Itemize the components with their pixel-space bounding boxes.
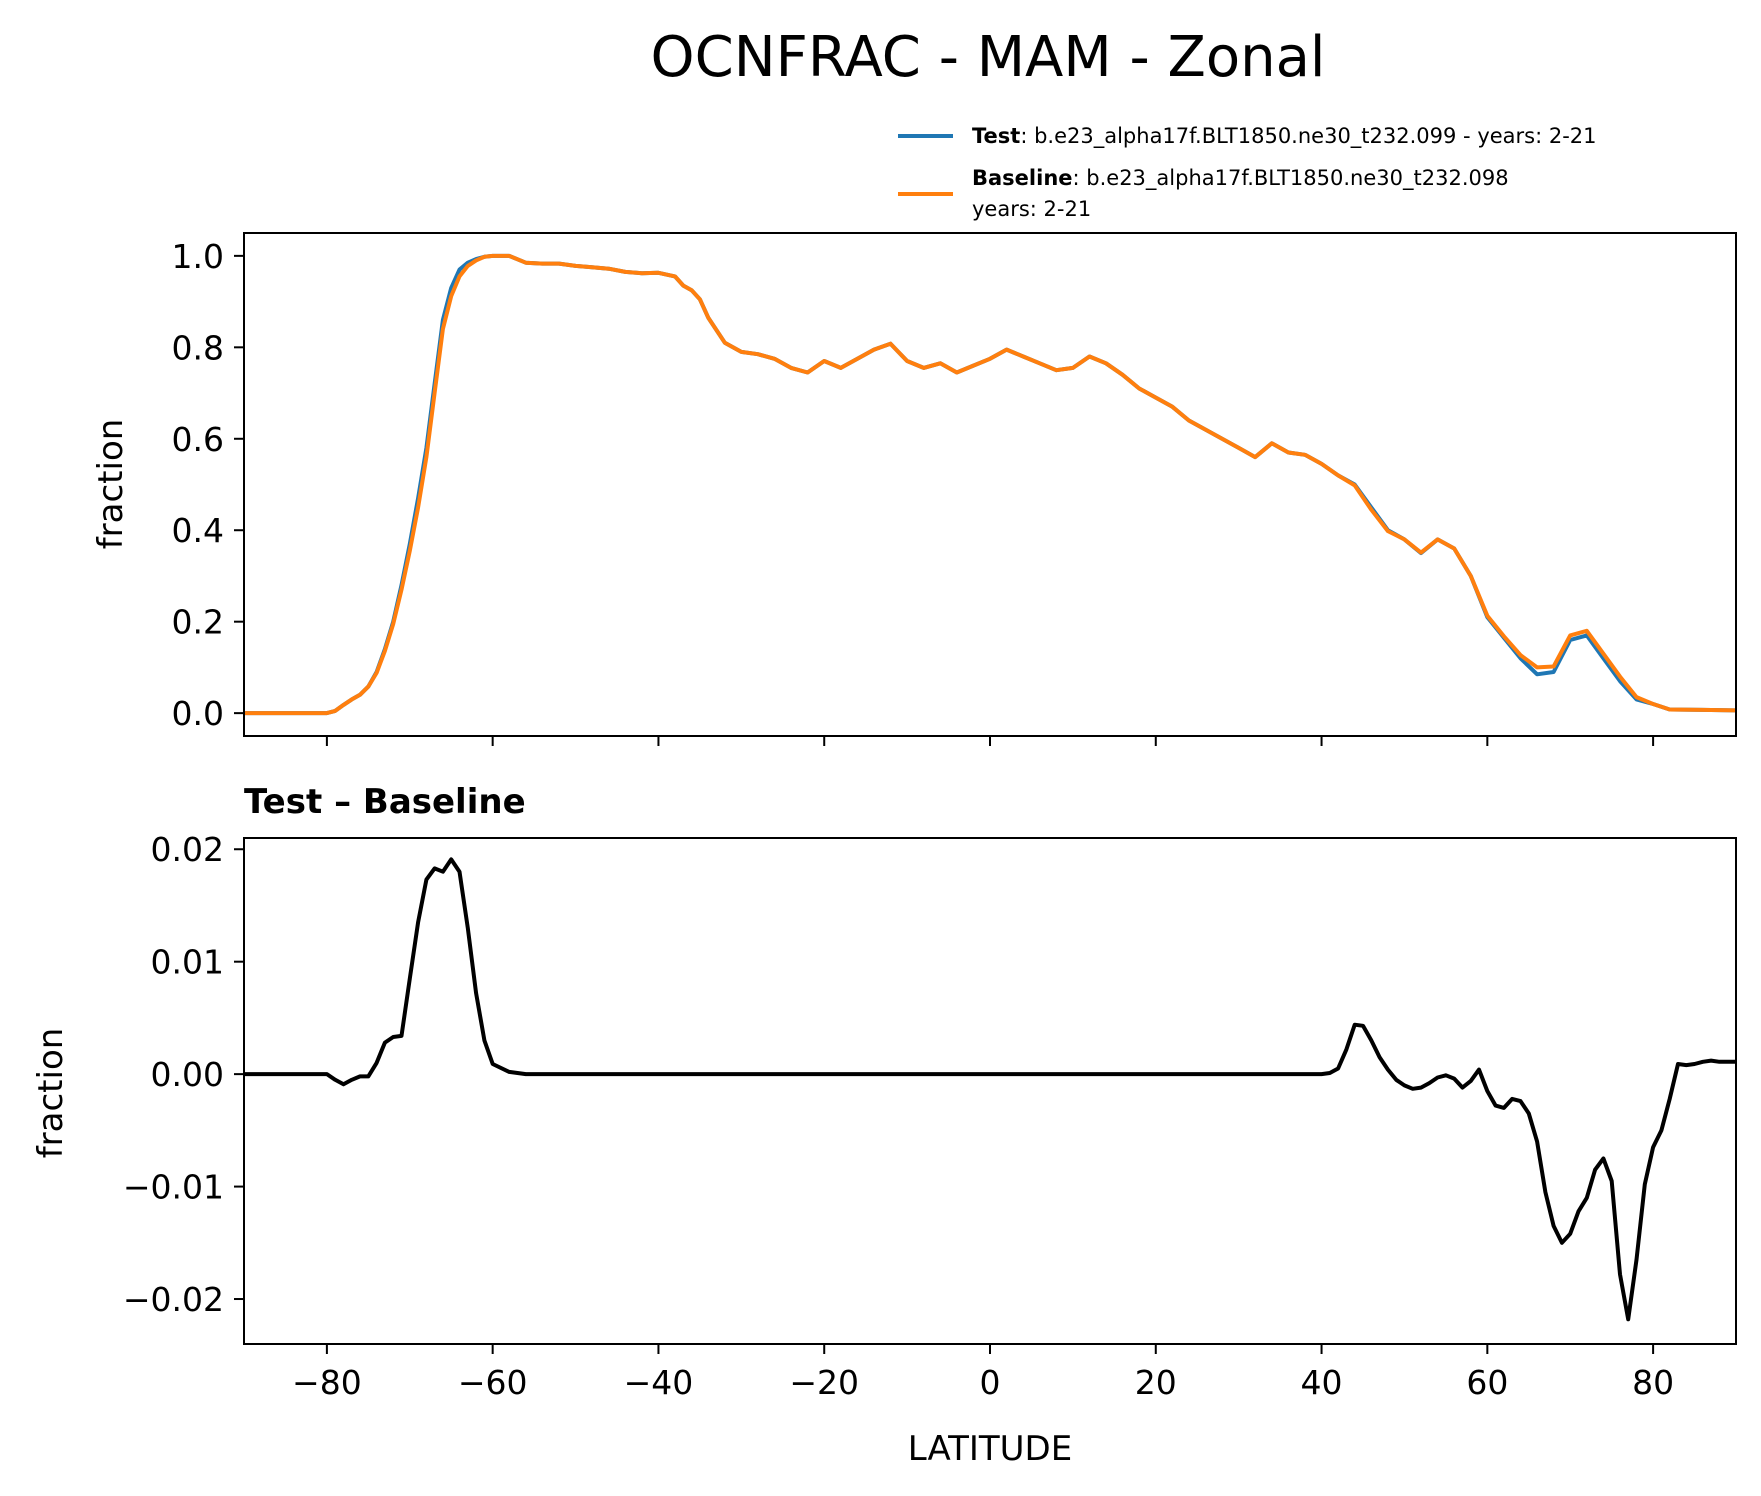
bottom-y-tick-label: −0.01 bbox=[123, 1168, 224, 1207]
bottom-y-tick-label: 0.01 bbox=[151, 943, 224, 982]
main-title: OCNFRAC - MAM - Zonal bbox=[651, 25, 1326, 90]
bottom-plot-frame bbox=[243, 837, 1737, 1345]
top-y-tick-label: 0.2 bbox=[172, 603, 224, 642]
bottom-y-tick-label: 0.00 bbox=[151, 1055, 224, 1094]
x-axis-label: LATITUDE bbox=[908, 1429, 1072, 1469]
bottom-x-tick-label: −60 bbox=[458, 1363, 528, 1402]
top-y-tick-label: 0.4 bbox=[172, 511, 224, 550]
bottom-panel-title: Test – Baseline bbox=[244, 782, 526, 822]
legend-desc-baseline: : b.e23_alpha17f.BLT1850.ne30_t232.098 bbox=[1073, 166, 1509, 191]
top-y-tick-label: 0.6 bbox=[172, 420, 224, 459]
bottom-series-line-difference bbox=[244, 857, 1736, 1322]
bottom-x-tick-label: 60 bbox=[1466, 1363, 1508, 1402]
bottom-x-tick-label: −20 bbox=[789, 1363, 859, 1402]
top-y-tick-label: 0.0 bbox=[172, 694, 224, 733]
bottom-x-tick-label: −80 bbox=[292, 1363, 362, 1402]
top-series-group bbox=[244, 253, 1736, 716]
legend: Test: b.e23_alpha17f.BLT1850.ne30_t232.0… bbox=[898, 124, 1597, 221]
bottom-y-tick-label: 0.02 bbox=[151, 830, 224, 869]
bottom-series-group bbox=[244, 857, 1736, 1322]
bottom-x-tick-label: 20 bbox=[1135, 1363, 1177, 1402]
legend-desc2-baseline: years: 2-21 bbox=[972, 197, 1091, 221]
bottom-y-ticks: −0.02 −0.01 0.00 0.01 0.02 bbox=[123, 830, 244, 1319]
bottom-panel: Test – Baseline −0.02 −0.01 0.00 0.01 0.02 −… bbox=[31, 782, 1737, 1469]
legend-desc-test: : b.e23_alpha17f.BLT1850.ne30_t232.099 -… bbox=[1020, 124, 1596, 149]
bottom-x-tick-label: −40 bbox=[624, 1363, 694, 1402]
bottom-x-tick-label: 0 bbox=[980, 1363, 1001, 1402]
bottom-x-tick-label: 40 bbox=[1301, 1363, 1343, 1402]
top-x-ticks bbox=[325, 736, 1655, 746]
top-plot-frame bbox=[243, 232, 1737, 737]
top-panel: 0.0 0.2 0.4 0.6 0.8 1.0 fraction bbox=[91, 232, 1737, 746]
top-y-tick-label: 1.0 bbox=[172, 237, 224, 276]
bottom-x-tick-label: 80 bbox=[1632, 1363, 1674, 1402]
top-series-line-baseline bbox=[244, 253, 1736, 716]
top-y-ticks: 0.0 0.2 0.4 0.6 0.8 1.0 bbox=[172, 237, 244, 733]
legend-name-baseline: Baseline bbox=[972, 166, 1073, 190]
legend-entry-test: Test: b.e23_alpha17f.BLT1850.ne30_t232.0… bbox=[972, 124, 1597, 149]
bottom-y-axis-label: fraction bbox=[31, 1028, 71, 1159]
bottom-y-tick-label: −0.02 bbox=[123, 1280, 224, 1319]
top-y-axis-label: fraction bbox=[91, 419, 131, 550]
legend-name-test: Test bbox=[972, 124, 1020, 148]
bottom-x-ticks: −80 −60 −40 −20 0 20 40 60 80 bbox=[292, 1344, 1674, 1402]
legend-entry-baseline: Baseline: b.e23_alpha17f.BLT1850.ne30_t2… bbox=[972, 166, 1509, 191]
top-y-tick-label: 0.8 bbox=[172, 328, 224, 367]
